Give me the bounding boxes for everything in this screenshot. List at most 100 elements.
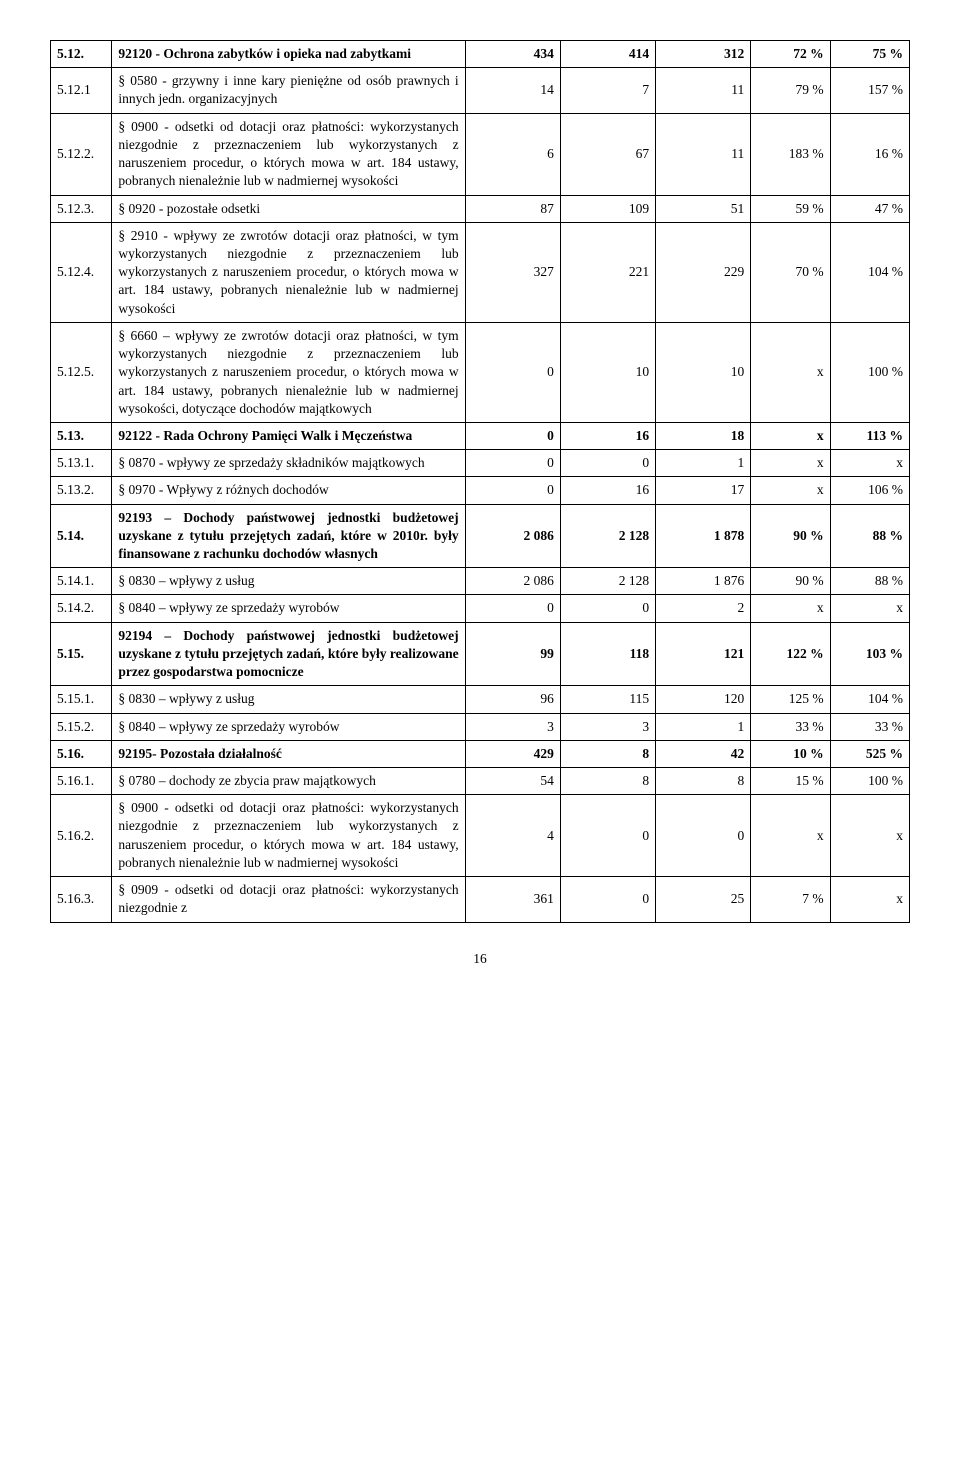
cell-c4: x bbox=[751, 595, 830, 622]
cell-desc: § 2910 - wpływy ze zwrotów dotacji oraz … bbox=[112, 222, 465, 322]
table-row: 5.15.1.§ 0830 – wpływy z usług9611512012… bbox=[51, 686, 910, 713]
cell-desc: § 0780 – dochody ze zbycia praw majątkow… bbox=[112, 768, 465, 795]
cell-c4: 10 % bbox=[751, 740, 830, 767]
cell-c4: 15 % bbox=[751, 768, 830, 795]
cell-c5: 16 % bbox=[830, 113, 909, 195]
cell-c5: 157 % bbox=[830, 68, 909, 113]
cell-desc: 92195- Pozostała działalność bbox=[112, 740, 465, 767]
cell-idx: 5.13.1. bbox=[51, 450, 112, 477]
page-number: 16 bbox=[50, 951, 910, 967]
budget-table: 5.12.92120 - Ochrona zabytków i opieka n… bbox=[50, 40, 910, 923]
cell-c1: 0 bbox=[465, 422, 560, 449]
table-row: 5.12.4.§ 2910 - wpływy ze zwrotów dotacj… bbox=[51, 222, 910, 322]
cell-idx: 5.15. bbox=[51, 622, 112, 686]
table-row: 5.16.2.§ 0900 - odsetki od dotacji oraz … bbox=[51, 795, 910, 877]
cell-c1: 14 bbox=[465, 68, 560, 113]
cell-c3: 51 bbox=[656, 195, 751, 222]
cell-c3: 120 bbox=[656, 686, 751, 713]
cell-idx: 5.16.2. bbox=[51, 795, 112, 877]
cell-c1: 2 086 bbox=[465, 568, 560, 595]
cell-desc: § 0970 - Wpływy z różnych dochodów bbox=[112, 477, 465, 504]
cell-c2: 0 bbox=[560, 595, 655, 622]
cell-c5: 100 % bbox=[830, 322, 909, 422]
cell-c2: 221 bbox=[560, 222, 655, 322]
cell-c4: 59 % bbox=[751, 195, 830, 222]
table-row: 5.15.2.§ 0840 – wpływy ze sprzedaży wyro… bbox=[51, 713, 910, 740]
cell-c5: 88 % bbox=[830, 568, 909, 595]
cell-c2: 2 128 bbox=[560, 568, 655, 595]
cell-c3: 10 bbox=[656, 322, 751, 422]
table-row: 5.13.2.§ 0970 - Wpływy z różnych dochodó… bbox=[51, 477, 910, 504]
cell-c1: 3 bbox=[465, 713, 560, 740]
cell-c2: 0 bbox=[560, 450, 655, 477]
cell-idx: 5.12.5. bbox=[51, 322, 112, 422]
cell-c2: 0 bbox=[560, 877, 655, 922]
cell-c4: 72 % bbox=[751, 41, 830, 68]
cell-c4: 33 % bbox=[751, 713, 830, 740]
cell-c2: 414 bbox=[560, 41, 655, 68]
table-row: 5.16.3.§ 0909 - odsetki od dotacji oraz … bbox=[51, 877, 910, 922]
cell-c3: 1 876 bbox=[656, 568, 751, 595]
cell-c5: 75 % bbox=[830, 41, 909, 68]
cell-desc: § 0900 - odsetki od dotacji oraz płatnoś… bbox=[112, 113, 465, 195]
table-row: 5.12.3.§ 0920 - pozostałe odsetki8710951… bbox=[51, 195, 910, 222]
cell-desc: § 0920 - pozostałe odsetki bbox=[112, 195, 465, 222]
cell-c1: 0 bbox=[465, 322, 560, 422]
cell-idx: 5.15.1. bbox=[51, 686, 112, 713]
cell-c2: 10 bbox=[560, 322, 655, 422]
table-row: 5.12.92120 - Ochrona zabytków i opieka n… bbox=[51, 41, 910, 68]
cell-c5: 33 % bbox=[830, 713, 909, 740]
cell-c1: 429 bbox=[465, 740, 560, 767]
cell-c4: x bbox=[751, 322, 830, 422]
cell-c4: x bbox=[751, 450, 830, 477]
cell-c1: 6 bbox=[465, 113, 560, 195]
cell-desc: § 6660 – wpływy ze zwrotów dotacji oraz … bbox=[112, 322, 465, 422]
cell-c3: 42 bbox=[656, 740, 751, 767]
cell-idx: 5.12. bbox=[51, 41, 112, 68]
cell-idx: 5.12.2. bbox=[51, 113, 112, 195]
cell-c3: 1 bbox=[656, 450, 751, 477]
cell-c2: 67 bbox=[560, 113, 655, 195]
cell-c3: 312 bbox=[656, 41, 751, 68]
cell-c1: 54 bbox=[465, 768, 560, 795]
cell-c2: 16 bbox=[560, 422, 655, 449]
cell-c1: 434 bbox=[465, 41, 560, 68]
cell-c3: 1 878 bbox=[656, 504, 751, 568]
table-row: 5.12.5.§ 6660 – wpływy ze zwrotów dotacj… bbox=[51, 322, 910, 422]
cell-c3: 1 bbox=[656, 713, 751, 740]
cell-c4: 79 % bbox=[751, 68, 830, 113]
table-row: 5.15.92194 – Dochody państwowej jednostk… bbox=[51, 622, 910, 686]
cell-c4: 90 % bbox=[751, 504, 830, 568]
cell-c2: 8 bbox=[560, 768, 655, 795]
cell-c5: 104 % bbox=[830, 686, 909, 713]
cell-c4: 183 % bbox=[751, 113, 830, 195]
cell-desc: 92122 - Rada Ochrony Pamięci Walk i Męcz… bbox=[112, 422, 465, 449]
cell-c3: 11 bbox=[656, 68, 751, 113]
cell-c3: 8 bbox=[656, 768, 751, 795]
cell-idx: 5.16.1. bbox=[51, 768, 112, 795]
table-row: 5.14.92193 – Dochody państwowej jednostk… bbox=[51, 504, 910, 568]
cell-desc: § 0900 - odsetki od dotacji oraz płatnoś… bbox=[112, 795, 465, 877]
cell-c3: 25 bbox=[656, 877, 751, 922]
cell-c5: 106 % bbox=[830, 477, 909, 504]
cell-c2: 2 128 bbox=[560, 504, 655, 568]
cell-idx: 5.13.2. bbox=[51, 477, 112, 504]
cell-c1: 327 bbox=[465, 222, 560, 322]
cell-c2: 0 bbox=[560, 795, 655, 877]
table-row: 5.14.2.§ 0840 – wpływy ze sprzedaży wyro… bbox=[51, 595, 910, 622]
table-row: 5.12.2.§ 0900 - odsetki od dotacji oraz … bbox=[51, 113, 910, 195]
cell-desc: § 0909 - odsetki od dotacji oraz płatnoś… bbox=[112, 877, 465, 922]
cell-idx: 5.14.1. bbox=[51, 568, 112, 595]
cell-c1: 87 bbox=[465, 195, 560, 222]
cell-c1: 0 bbox=[465, 450, 560, 477]
cell-c3: 17 bbox=[656, 477, 751, 504]
cell-c2: 8 bbox=[560, 740, 655, 767]
cell-idx: 5.12.4. bbox=[51, 222, 112, 322]
table-row: 5.13.92122 - Rada Ochrony Pamięci Walk i… bbox=[51, 422, 910, 449]
cell-c1: 4 bbox=[465, 795, 560, 877]
cell-idx: 5.16.3. bbox=[51, 877, 112, 922]
cell-c4: 122 % bbox=[751, 622, 830, 686]
cell-c3: 18 bbox=[656, 422, 751, 449]
cell-c2: 118 bbox=[560, 622, 655, 686]
cell-c3: 121 bbox=[656, 622, 751, 686]
